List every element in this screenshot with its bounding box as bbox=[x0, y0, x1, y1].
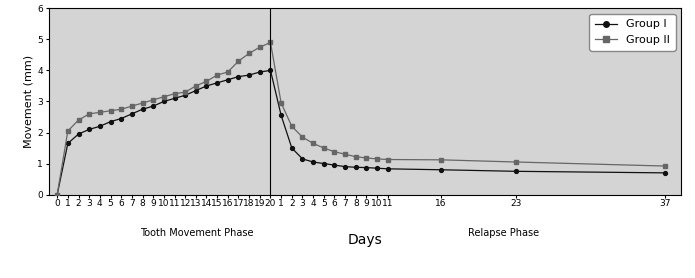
Text: Relapse Phase: Relapse Phase bbox=[468, 228, 539, 238]
X-axis label: Days: Days bbox=[348, 233, 382, 247]
Y-axis label: Movement (mm): Movement (mm) bbox=[23, 55, 33, 148]
Legend: Group I, Group II: Group I, Group II bbox=[589, 14, 676, 51]
Text: Tooth Movement Phase: Tooth Movement Phase bbox=[140, 228, 254, 238]
